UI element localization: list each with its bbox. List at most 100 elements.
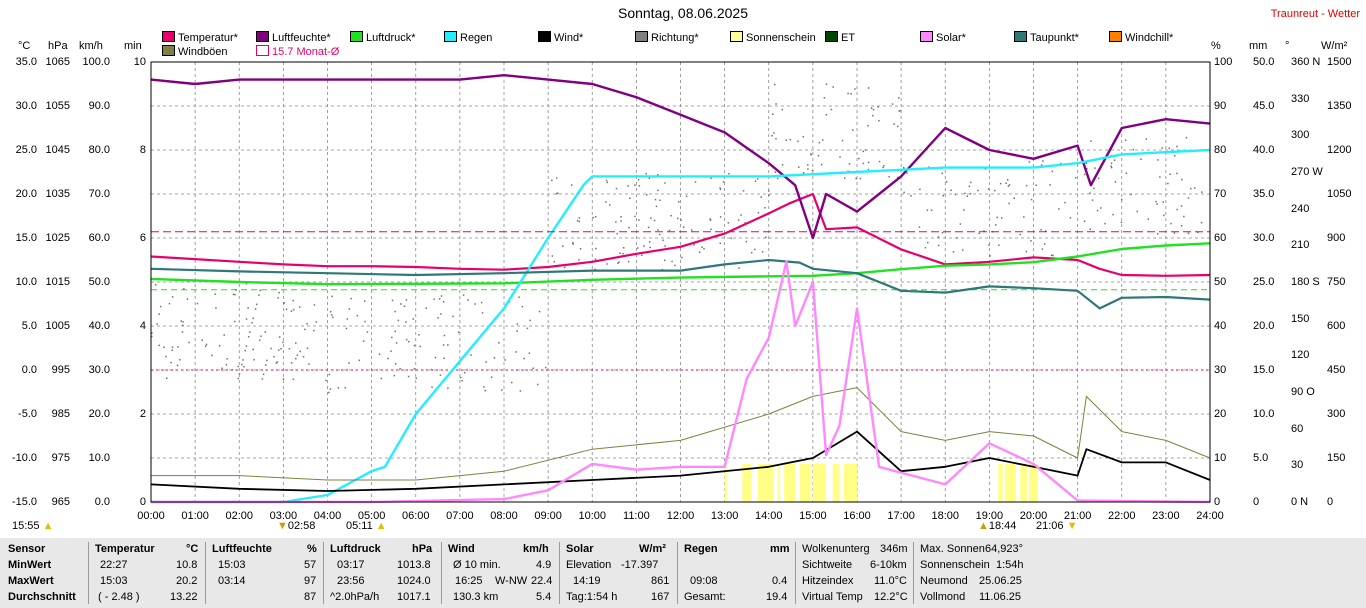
direction-dot [698, 251, 701, 253]
direction-dot [394, 310, 396, 313]
direction-dot [867, 168, 870, 171]
direction-dot [1097, 177, 1100, 180]
direction-dot [937, 244, 940, 247]
y-tick-humidity: 100 [1214, 56, 1233, 68]
direction-dot [252, 317, 254, 320]
direction-dot [356, 314, 359, 317]
direction-dot [308, 363, 310, 365]
direction-dot [415, 377, 417, 379]
series-line-regen [151, 148, 1211, 504]
direction-dot [941, 172, 943, 175]
direction-dot [910, 195, 912, 197]
direction-dot [1176, 172, 1178, 175]
direction-dot [283, 302, 285, 304]
direction-dot [872, 114, 874, 117]
direction-dot [1180, 205, 1183, 207]
direction-dot [859, 177, 862, 180]
direction-dot [641, 254, 643, 256]
direction-dot [1030, 198, 1033, 201]
direction-dot [657, 189, 659, 192]
x-tick-label: 03:00 [269, 510, 298, 522]
direction-dot [151, 335, 153, 338]
y-tick-solar: 1200 [1327, 144, 1352, 156]
direction-dot [447, 344, 449, 346]
y-tick-humidity: 0 [1214, 496, 1221, 508]
sunrise-icon: ▼ [277, 520, 288, 532]
direction-dot [516, 369, 518, 371]
direction-dot [703, 247, 705, 250]
direction-dot [870, 107, 873, 109]
direction-dot [205, 343, 208, 346]
y-tick-humidity: 90 [1214, 100, 1227, 112]
direction-dot [797, 140, 799, 143]
moonset-icon: ▼ [1066, 520, 1078, 532]
direction-dot [1043, 243, 1046, 245]
legend-swatch [920, 31, 933, 42]
y-tick-solar: 300 [1327, 408, 1346, 420]
sunshine-bar [799, 464, 811, 502]
direction-dot [306, 322, 308, 325]
direction-dot [186, 298, 189, 300]
direction-dot [578, 217, 581, 219]
direction-dot [928, 166, 930, 168]
direction-dot [825, 83, 828, 86]
direction-dot [1156, 203, 1158, 205]
y-tick-direction: 360 N [1291, 56, 1321, 68]
direction-dot [807, 164, 809, 166]
sunshine-bar [742, 464, 752, 502]
direction-dot [1040, 228, 1042, 231]
direction-dot [872, 108, 875, 111]
direction-dot [179, 358, 181, 361]
direction-dot [304, 328, 306, 331]
direction-dot [606, 263, 608, 265]
y-tick-wind: 40.0 [88, 320, 110, 332]
direction-dot [709, 219, 712, 221]
direction-dot [211, 354, 213, 357]
direction-dot [570, 184, 573, 186]
y-tick-rain: 10.0 [1253, 408, 1275, 420]
axis-head-pressure: hPa [48, 40, 68, 52]
direction-dot [1006, 179, 1009, 181]
y-tick-solar: 900 [1327, 232, 1346, 244]
direction-dot [419, 345, 422, 348]
event-sunset: ▲18:44 [978, 520, 1017, 532]
direction-dot [171, 346, 174, 349]
direction-dot [234, 320, 236, 323]
direction-dot [1157, 159, 1159, 161]
y-tick-rain: 25.0 [1253, 276, 1275, 288]
direction-dot [182, 321, 184, 323]
direction-dot [969, 181, 972, 184]
direction-dot [1096, 209, 1099, 212]
direction-dot [437, 317, 439, 319]
x-tick-label: 07:00 [446, 510, 474, 522]
direction-dot [331, 295, 333, 298]
direction-dot [151, 332, 153, 334]
direction-dot [1130, 193, 1132, 196]
direction-dot [728, 172, 730, 175]
direction-dot [821, 139, 824, 141]
direction-dot [655, 205, 658, 208]
x-tick-label: 10:00 [578, 510, 607, 522]
direction-dot [841, 139, 844, 142]
direction-dot [964, 192, 966, 195]
direction-dot [443, 357, 445, 360]
y-tick-direction: 120 [1291, 349, 1310, 362]
table-divider [441, 542, 442, 604]
direction-dot [864, 149, 867, 151]
series-line-wind [150, 430, 1211, 492]
direction-dot [855, 177, 857, 180]
direction-dot [616, 232, 618, 235]
sunshine-bar [724, 464, 727, 502]
y-tick-pressure: 1015 [45, 276, 70, 288]
direction-dot [461, 379, 463, 382]
y-tick-minutes: 2 [139, 408, 146, 420]
direction-dot [180, 320, 183, 322]
direction-dot [516, 323, 519, 325]
direction-dot [768, 190, 770, 192]
direction-dot [629, 197, 631, 200]
direction-dot [170, 361, 172, 364]
direction-dot [168, 302, 171, 305]
x-tick-label: 00:00 [137, 510, 165, 522]
sunshine-bar [843, 464, 857, 502]
direction-dot [930, 209, 933, 211]
